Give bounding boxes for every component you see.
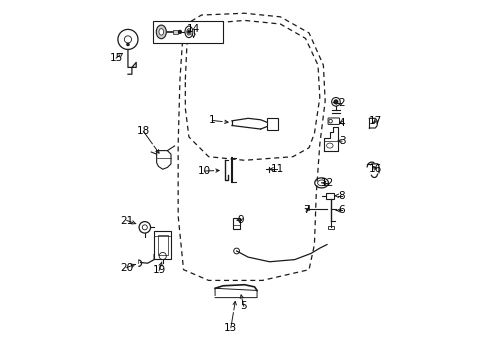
Bar (173, 30, 178, 34)
Circle shape (333, 100, 337, 104)
Circle shape (187, 31, 190, 33)
Text: 11: 11 (270, 164, 284, 174)
Bar (154, 231, 171, 259)
Text: 16: 16 (368, 164, 382, 174)
Bar (158, 235, 167, 255)
Text: 5: 5 (240, 301, 246, 311)
Text: 7: 7 (302, 205, 309, 215)
Bar (233, 218, 240, 229)
Text: 20: 20 (120, 262, 133, 273)
Text: 14: 14 (186, 24, 200, 34)
Bar (266, 118, 277, 130)
Text: 1: 1 (208, 116, 215, 126)
Bar (325, 193, 333, 199)
Text: 3: 3 (338, 136, 345, 146)
Text: 19: 19 (152, 265, 165, 275)
Ellipse shape (184, 26, 192, 38)
Text: 21: 21 (120, 216, 133, 225)
Bar (153, 21, 223, 42)
Ellipse shape (156, 25, 166, 39)
Ellipse shape (159, 29, 163, 35)
Text: 6: 6 (338, 206, 345, 216)
Text: 13: 13 (224, 323, 237, 333)
Bar (327, 226, 333, 229)
Text: 15: 15 (109, 53, 122, 63)
Text: 17: 17 (368, 116, 382, 126)
Text: 9: 9 (237, 215, 244, 225)
Text: 8: 8 (338, 191, 345, 201)
Text: 4: 4 (338, 118, 345, 128)
FancyBboxPatch shape (327, 118, 339, 125)
Text: 18: 18 (137, 126, 150, 136)
Ellipse shape (186, 29, 191, 35)
Text: 12: 12 (321, 178, 334, 188)
Circle shape (126, 43, 129, 45)
Text: 10: 10 (197, 166, 210, 176)
Text: 2: 2 (337, 98, 344, 108)
Circle shape (178, 31, 181, 33)
